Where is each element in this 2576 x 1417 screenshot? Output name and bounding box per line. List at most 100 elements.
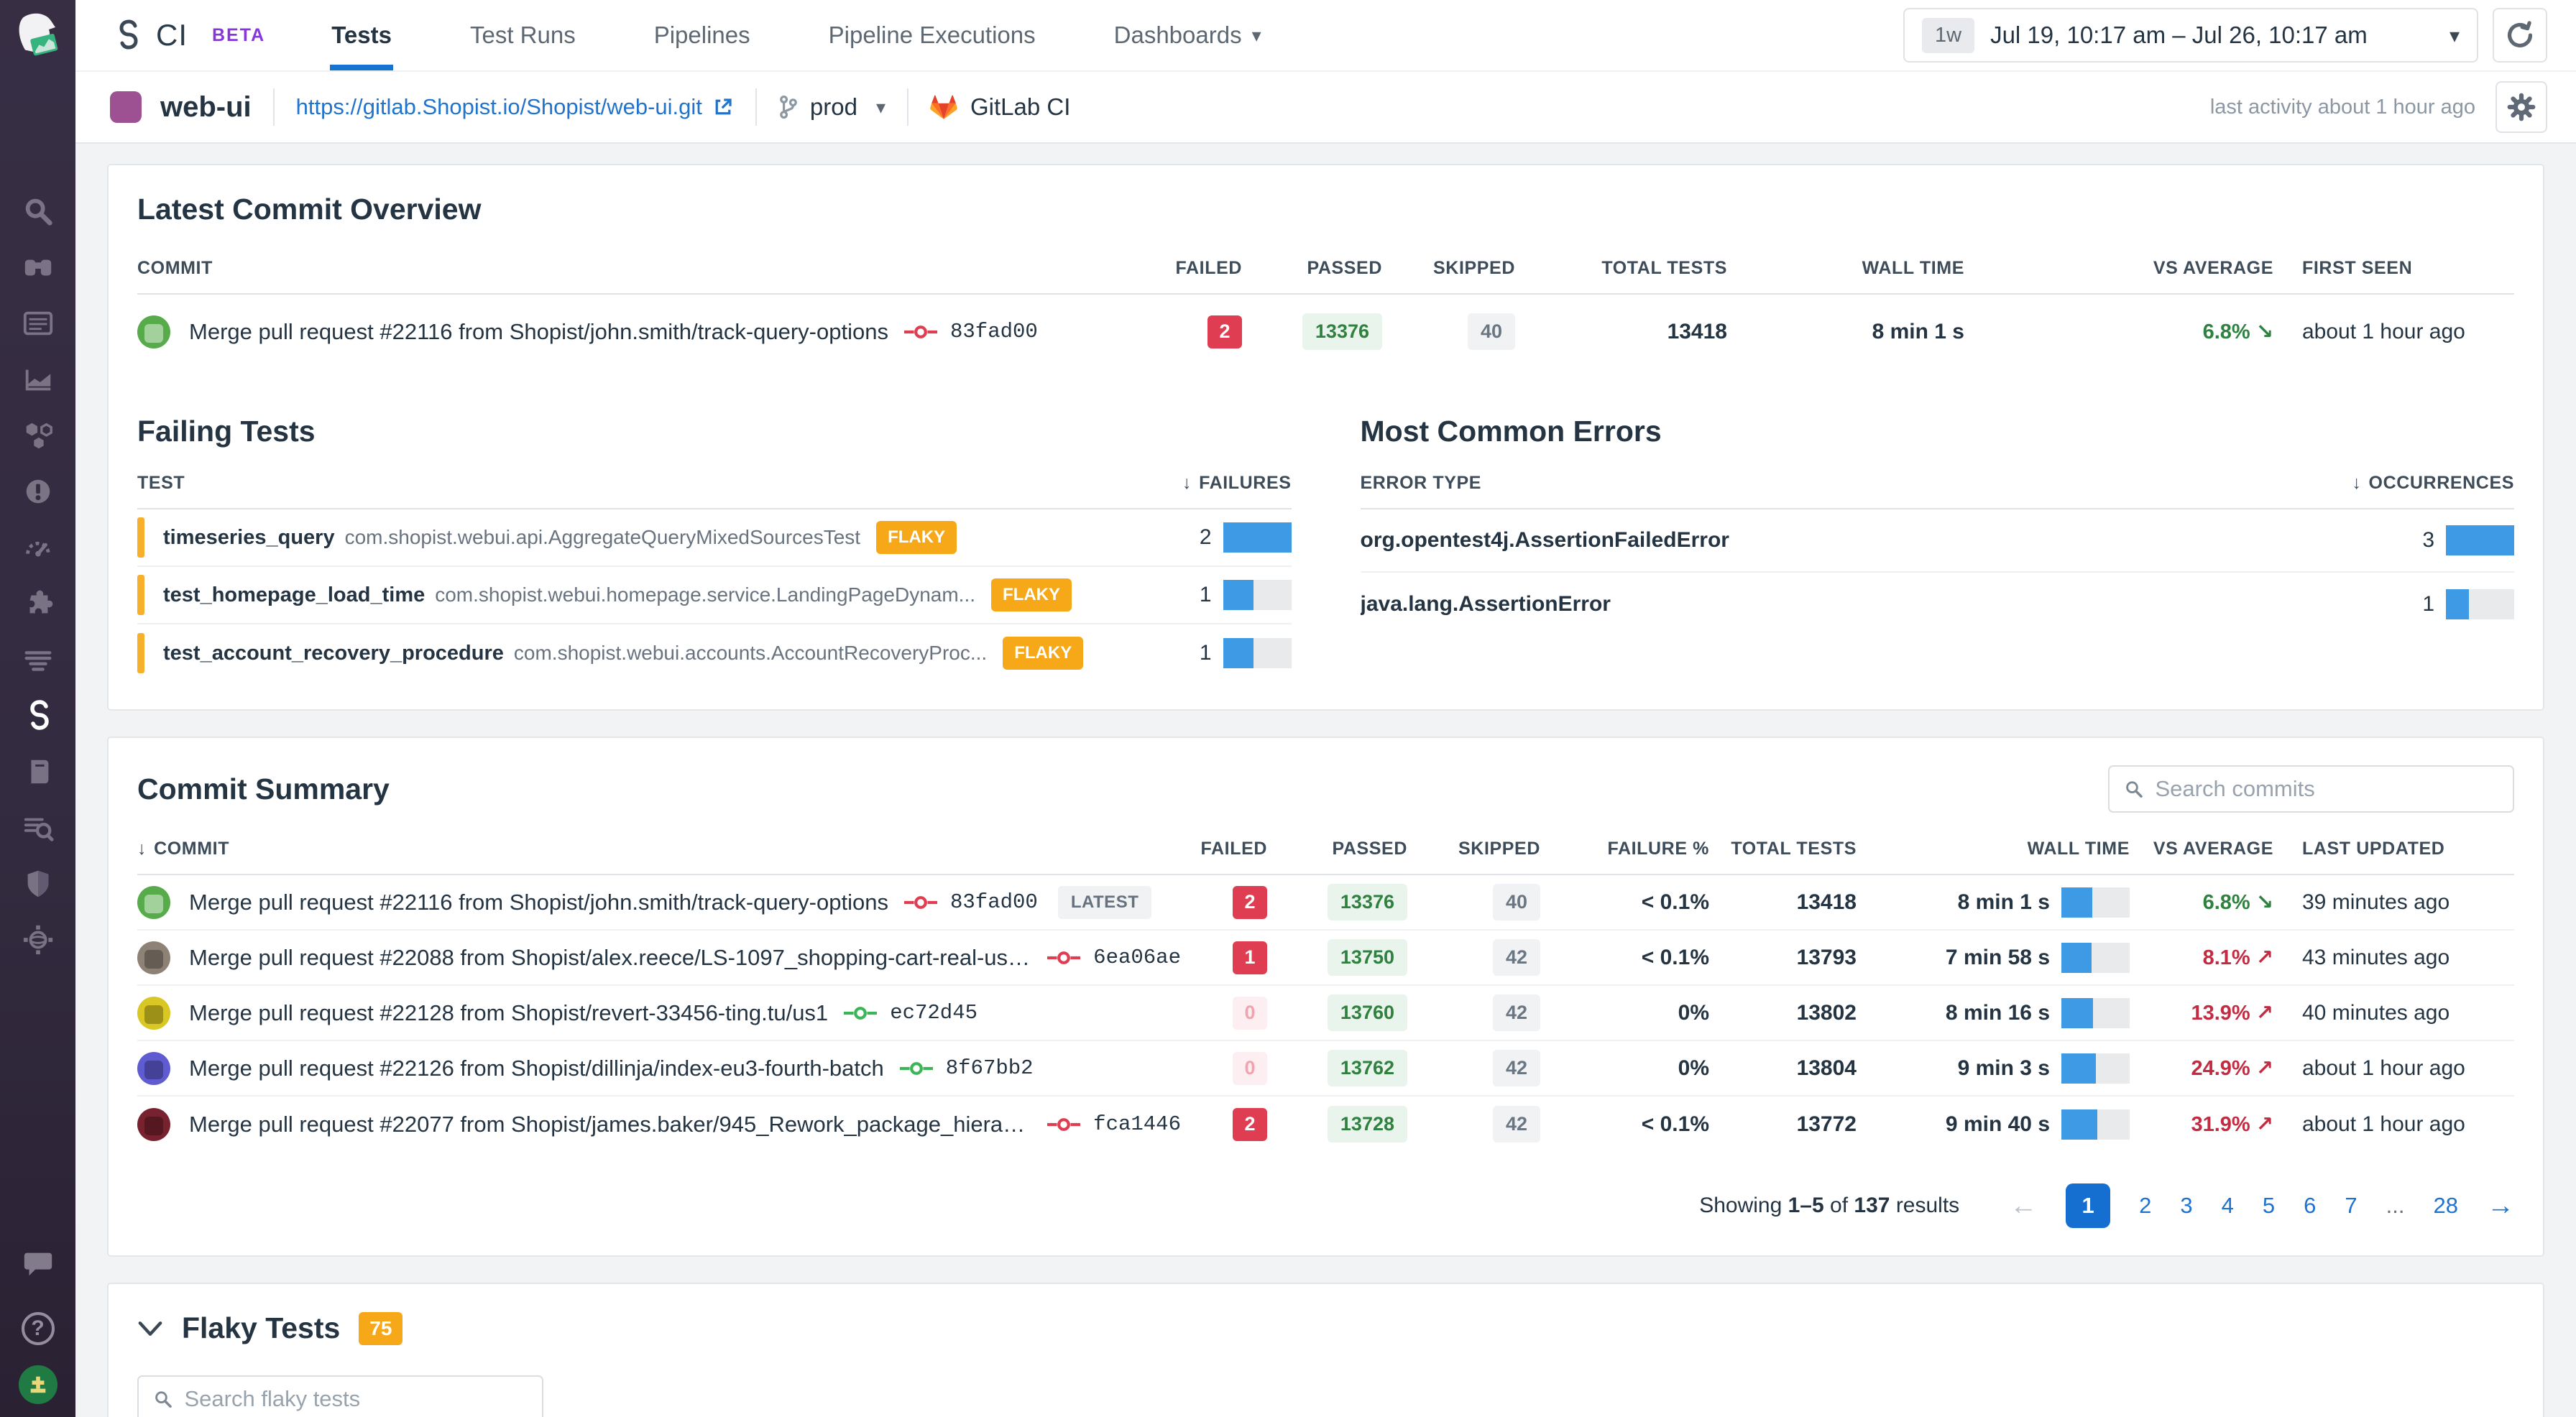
skipped-badge: 42: [1493, 1106, 1540, 1143]
commit-hash[interactable]: fca1446: [1093, 1112, 1181, 1136]
chevron-down-icon: ▾: [1252, 24, 1261, 47]
error-row[interactable]: org.opentest4j.AssertionFailedError 3: [1361, 509, 2515, 573]
notebooks-icon[interactable]: [0, 744, 75, 800]
watchdog-icon[interactable]: [0, 239, 75, 295]
ci-icon[interactable]: [0, 688, 75, 744]
total-tests: 13772: [1797, 1112, 1857, 1137]
error-type[interactable]: org.opentest4j.AssertionFailedError: [1361, 528, 1729, 553]
failed-badge: 2: [1208, 315, 1242, 349]
commit-row[interactable]: Merge pull request #22088 from Shopist/a…: [137, 931, 2514, 986]
monitors-icon[interactable]: [0, 463, 75, 520]
page-3[interactable]: 3: [2180, 1193, 2192, 1219]
apm-icon[interactable]: [0, 520, 75, 576]
test-name[interactable]: test_account_recovery_procedure: [163, 642, 504, 665]
page-5[interactable]: 5: [2263, 1193, 2275, 1219]
vs-average: 6.8%↘: [2203, 890, 2273, 915]
failure-pct: < 0.1%: [1642, 1112, 1709, 1137]
datadog-dog-icon: [12, 12, 64, 64]
tab-dashboards[interactable]: Dashboards▾: [1113, 0, 1263, 70]
page-1[interactable]: 1: [2066, 1183, 2110, 1228]
support-chat-icon[interactable]: [0, 1236, 75, 1292]
flaky-search[interactable]: [137, 1375, 543, 1417]
failing-test-row[interactable]: test_account_recovery_procedure com.shop…: [137, 624, 1292, 682]
page-6[interactable]: 6: [2304, 1193, 2316, 1219]
trend-up-icon: ↗: [2256, 1002, 2273, 1025]
commit-message[interactable]: Merge pull request #22088 from Shopist/a…: [189, 945, 1031, 971]
logs-icon[interactable]: [0, 632, 75, 688]
commit-hash[interactable]: ec72d45: [890, 1001, 978, 1025]
failing-table-header: TEST ↓FAILURES: [137, 473, 1292, 509]
commit-search[interactable]: [2108, 765, 2514, 813]
test-name[interactable]: test_homepage_load_time: [163, 583, 425, 607]
tab-pipelines[interactable]: Pipelines: [653, 0, 752, 70]
refresh-button[interactable]: [2493, 8, 2547, 63]
commit-row[interactable]: Merge pull request #22077 from Shopist/j…: [137, 1097, 2514, 1152]
metrics-icon[interactable]: [0, 351, 75, 407]
dashboards-icon[interactable]: [0, 295, 75, 351]
commit-row[interactable]: Merge pull request #22116 from Shopist/j…: [137, 875, 2514, 931]
skipped-badge: 42: [1493, 1050, 1540, 1086]
wall-time-bar: [2061, 1053, 2130, 1084]
trend-up-icon: ↗: [2256, 946, 2273, 969]
col-commit[interactable]: ↓COMMIT: [137, 839, 1181, 859]
help-icon[interactable]: ?: [22, 1312, 55, 1345]
col-failures[interactable]: ↓FAILURES: [1105, 473, 1292, 494]
settings-button[interactable]: [2496, 81, 2547, 133]
vs-average: 13.9%↗: [2191, 1000, 2273, 1025]
tab-test-runs[interactable]: Test Runs: [469, 0, 577, 70]
commit-hash[interactable]: 8f67bb2: [946, 1056, 1034, 1080]
col-vs-average: VS AVERAGE: [1964, 258, 2273, 279]
flaky-search-input[interactable]: [185, 1386, 528, 1412]
col-skipped: SKIPPED: [1407, 839, 1540, 859]
page-7[interactable]: 7: [2345, 1193, 2357, 1219]
commit-message[interactable]: Merge pull request #22116 from Shopist/j…: [189, 890, 888, 915]
col-failed: FAILED: [1181, 839, 1267, 859]
commit-hash[interactable]: 6ea06ae: [1093, 946, 1181, 969]
error-type[interactable]: java.lang.AssertionError: [1361, 592, 1611, 617]
tab-tests[interactable]: Tests: [330, 0, 393, 70]
git-commit-icon: [1047, 1115, 1080, 1134]
search-icon[interactable]: [0, 183, 75, 239]
commit-row[interactable]: Merge pull request #22126 from Shopist/d…: [137, 1041, 2514, 1097]
datadog-logo[interactable]: [0, 0, 75, 75]
user-avatar[interactable]: [19, 1365, 58, 1404]
chevron-down-icon[interactable]: [137, 1319, 163, 1338]
overview-row[interactable]: Merge pull request #22116 from Shopist/j…: [137, 295, 2514, 369]
failing-test-row[interactable]: test_homepage_load_time com.shopist.webu…: [137, 567, 1292, 624]
failing-test-row[interactable]: timeseries_query com.shopist.webui.api.A…: [137, 509, 1292, 567]
commit-message[interactable]: Merge pull request #22116 from Shopist/j…: [189, 319, 888, 345]
commit-hash[interactable]: 83fad00: [950, 320, 1038, 343]
log-explorer-icon[interactable]: [0, 800, 75, 856]
sort-desc-icon: ↓: [1182, 473, 1192, 494]
prev-page-arrow-icon[interactable]: ←: [2010, 1191, 2037, 1222]
commit-message[interactable]: Merge pull request #22126 from Shopist/d…: [189, 1056, 884, 1081]
commit-row[interactable]: Merge pull request #22128 from Shopist/r…: [137, 986, 2514, 1041]
network-icon[interactable]: [0, 912, 75, 968]
commit-hash[interactable]: 83fad00: [950, 890, 1038, 914]
time-range-picker[interactable]: 1w Jul 19, 10:17 am – Jul 26, 10:17 am ▾: [1903, 8, 2478, 63]
commit-message[interactable]: Merge pull request #22077 from Shopist/j…: [189, 1112, 1031, 1137]
app-sidebar: ?: [0, 0, 75, 1417]
next-page-arrow-icon[interactable]: →: [2487, 1191, 2514, 1222]
page-2[interactable]: 2: [2139, 1193, 2151, 1219]
page-28[interactable]: 28: [2434, 1193, 2458, 1219]
page-4[interactable]: 4: [2222, 1193, 2234, 1219]
trend-down-icon: ↘: [2256, 891, 2273, 914]
commit-message[interactable]: Merge pull request #22128 from Shopist/r…: [189, 1000, 828, 1026]
repo-url-link[interactable]: https://gitlab.Shopist.io/Shopist/web-ui…: [296, 94, 734, 120]
failure-count: 1: [1200, 583, 1212, 607]
branch-selector[interactable]: prod ▾: [778, 93, 886, 121]
security-icon[interactable]: [0, 856, 75, 912]
col-occurrences[interactable]: ↓OCCURRENCES: [2277, 473, 2514, 494]
tab-pipeline-executions[interactable]: Pipeline Executions: [827, 0, 1037, 70]
service-map-icon[interactable]: [0, 407, 75, 463]
commit-author-avatar: [137, 1108, 170, 1141]
col-commit: COMMIT: [137, 258, 1156, 279]
test-name[interactable]: timeseries_query: [163, 526, 335, 550]
sort-desc-icon: ↓: [2352, 473, 2361, 494]
integrations-icon[interactable]: [0, 576, 75, 632]
error-row[interactable]: java.lang.AssertionError 1: [1361, 573, 2515, 636]
total-tests: 13793: [1797, 946, 1857, 970]
app-root: ? CI BETA Tests Test Runs Pipelines Pipe…: [0, 0, 2576, 1417]
commit-search-input[interactable]: [2156, 776, 2499, 802]
